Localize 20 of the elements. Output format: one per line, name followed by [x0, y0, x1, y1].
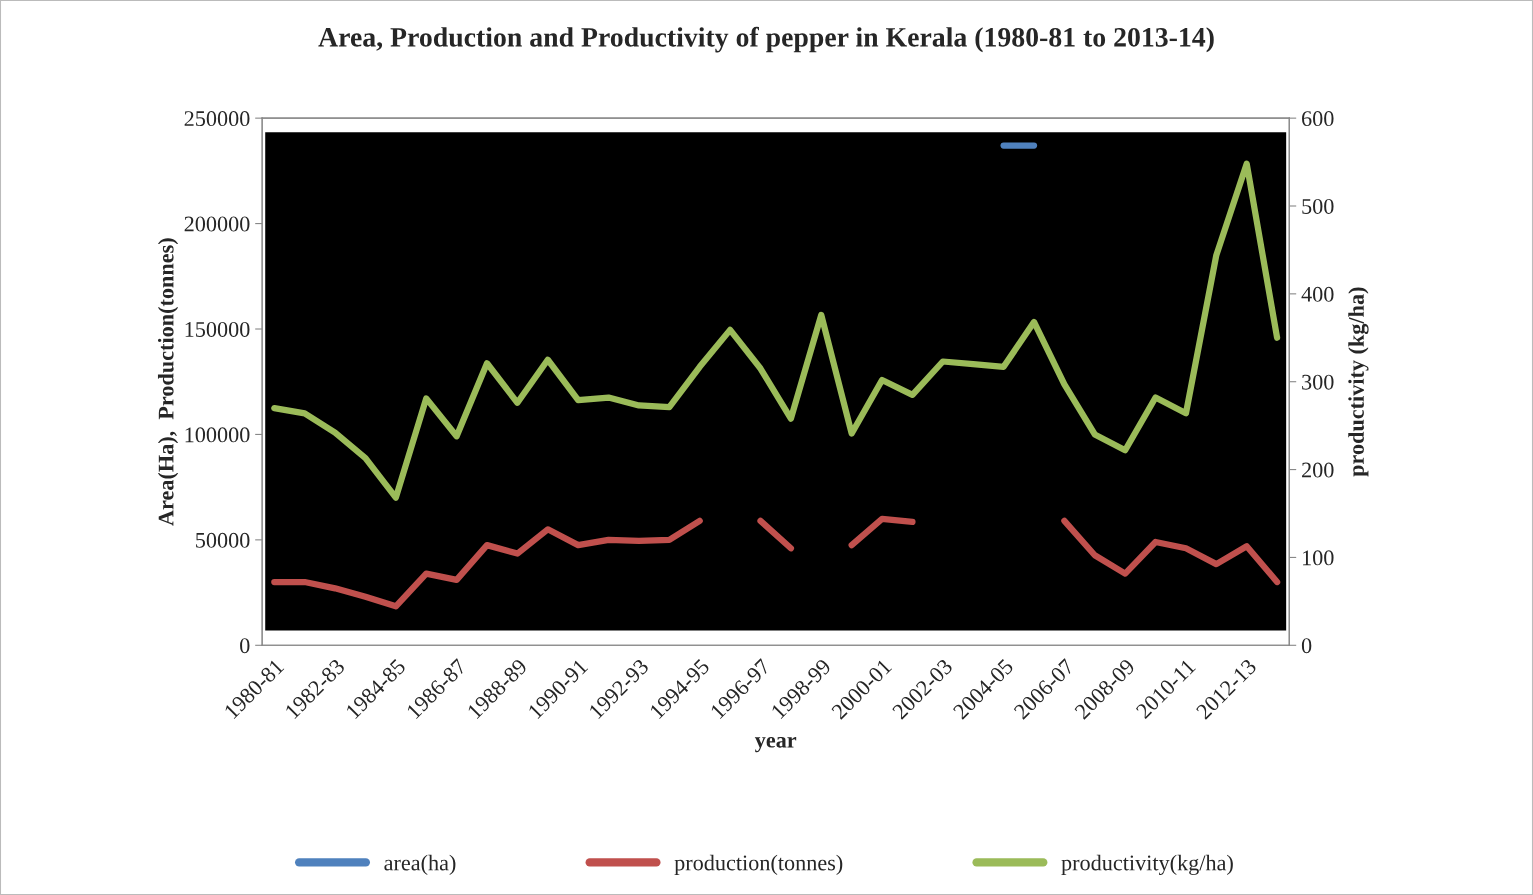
y2-tick-label: 0	[1301, 638, 1312, 654]
chart-title: Area, Production and Productivity of pepper in Kerala (1980-81 to 2013-14)	[318, 26, 1214, 53]
y2-tick-label: 400	[1301, 286, 1334, 302]
legend-label: area(ha)	[384, 854, 456, 875]
y2-tick-label: 500	[1302, 198, 1334, 214]
legend-label: productivity(kg/ha)	[1061, 854, 1233, 875]
y2-axis-title: productivity (kg/ha)	[1348, 287, 1369, 477]
y2-tick-label: 300	[1302, 374, 1334, 390]
y2-tick-label: 100	[1303, 550, 1334, 566]
y-tick-label: 150000	[185, 321, 250, 337]
y-tick-label: 250000	[184, 111, 250, 127]
y-tick-label: 0	[240, 638, 250, 654]
y2-tick-label: 200	[1302, 462, 1334, 478]
legend-label: production(tonnes)	[674, 854, 843, 875]
x-axis-title: year	[754, 736, 797, 753]
y2-tick-label: 600	[1302, 111, 1334, 127]
y-tick-label: 200000	[184, 216, 250, 232]
y-tick-label: 50000	[196, 532, 250, 548]
y-tick-label: 100000	[185, 427, 250, 443]
y-axis-title: Area(Ha), Production(tonnes)	[157, 238, 179, 526]
